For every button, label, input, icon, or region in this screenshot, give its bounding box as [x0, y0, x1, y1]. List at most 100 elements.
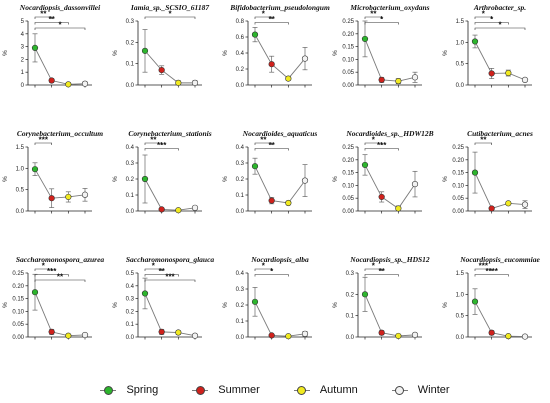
significance-label: * [380, 15, 384, 24]
chart-panel-8: Nocardioides_aquaticus 0.0 0.1 0.2 0.3 0.4% **… [222, 129, 317, 215]
data-point-summer [48, 77, 55, 84]
y-axis-label: % [442, 50, 449, 56]
data-point-spring [361, 161, 369, 169]
y-tick-label: 0.3 [126, 161, 135, 167]
chart-title: Nocardioides_aquaticus [242, 129, 318, 138]
significance-label: * [262, 262, 266, 271]
y-tick-label: 0.20 [452, 158, 464, 164]
significance-label: **** [485, 267, 498, 276]
data-point-autumn [285, 199, 292, 207]
y-axis-label: % [222, 302, 229, 308]
data-point-spring [361, 35, 369, 43]
significance-bracket [364, 274, 399, 277]
y-tick-label: 0.0 [236, 209, 245, 215]
y-axis-label: % [112, 50, 119, 56]
significance-bracket [254, 16, 272, 19]
legend-marker-winter [391, 385, 408, 395]
significance-bracket [144, 268, 162, 271]
data-point-summer [48, 328, 55, 335]
y-tick-label: 0.1 [126, 322, 135, 328]
significance-label: * [490, 15, 494, 24]
significance-label: ** [379, 267, 386, 276]
significance-bracket [364, 22, 399, 25]
y-tick-label: 1.5 [456, 19, 465, 25]
y-tick-label: 0.0 [16, 209, 25, 215]
data-point-winter [191, 332, 199, 339]
significance-label: ** [370, 10, 377, 19]
data-point-autumn [175, 79, 182, 86]
y-tick-label: 0.5 [456, 314, 465, 320]
y-tick-label: 0.2 [236, 67, 245, 73]
y-axis-label: % [222, 50, 229, 56]
data-point-winter [301, 177, 309, 184]
significance-bracket [254, 268, 272, 271]
y-tick-label: 0.0 [236, 335, 245, 341]
series-line [144, 50, 195, 84]
y-tick-label: 0.2 [236, 303, 245, 309]
chart-panel-10: Cutibacterium_acnes 0.00 0.05 0.10 0.15 0.20 0… [442, 129, 533, 215]
y-tick-label: 0.15 [342, 45, 354, 51]
series-line [474, 301, 526, 338]
y-tick-label: 0.0 [456, 83, 465, 89]
chart-panel-7: Corynebacterium_stationis 0.0 0.1 0.2 0.3 0.4… [112, 129, 212, 215]
y-axis-label: % [442, 302, 449, 308]
significance-bracket [144, 16, 196, 19]
y-tick-label: 0.0 [236, 83, 245, 89]
data-point-autumn [395, 78, 402, 85]
y-tick-label: 0.3 [346, 271, 355, 277]
data-point-autumn [175, 329, 182, 336]
series-line [254, 34, 306, 80]
y-axis-label: % [2, 176, 9, 182]
chart-panel-2: Iamia_sp._SCSIO_61187 0.0 0.1 0.2 0.3% * [112, 3, 209, 89]
y-tick-label: 0.25 [12, 271, 24, 277]
significance-label: * [372, 262, 376, 271]
significance-label: * [152, 262, 156, 271]
y-axis-label: % [2, 302, 9, 308]
data-point-winter [521, 333, 529, 340]
data-point-winter [521, 201, 529, 208]
significance-bracket [474, 268, 492, 271]
data-point-summer [378, 193, 385, 201]
data-point-summer [158, 206, 165, 213]
legend-marker-summer [192, 385, 209, 395]
y-axis-label: % [2, 50, 9, 56]
chart-title: Arthrobacter_sp. [473, 3, 526, 12]
significance-label: *** [165, 273, 175, 282]
significance-bracket [34, 22, 69, 25]
data-point-summer [268, 332, 275, 339]
y-tick-label: 0.1 [126, 193, 135, 199]
series-line [34, 168, 86, 199]
chart-panel-13: Nocardiopsis_alba 0.0 0.1 0.2 0.3 0.4% * * [222, 255, 312, 341]
y-tick-label: 0.4 [126, 284, 135, 290]
chart-title: Corynebacterium_stationis [128, 129, 211, 138]
y-axis-label: % [332, 176, 339, 182]
y-tick-label: 0.5 [126, 271, 135, 277]
data-point-summer [488, 205, 495, 212]
chart-title: Corynebacterium_occultum [17, 129, 103, 138]
data-point-spring [361, 291, 369, 298]
legend-item-summer: Summer [192, 384, 260, 396]
legend-item-autumn: Autumn [293, 384, 358, 396]
data-point-summer [158, 328, 165, 335]
y-tick-label: 0.6 [236, 35, 245, 41]
y-axis-label: % [442, 176, 449, 182]
chart-title: Microbacterium_oxydans [349, 3, 429, 12]
significance-bracket [474, 274, 509, 277]
significance-bracket [474, 16, 492, 19]
data-point-spring [471, 298, 479, 305]
y-tick-label: 0.4 [236, 51, 245, 57]
y-axis-label: % [112, 302, 119, 308]
series-line [254, 301, 306, 337]
y-tick-label: 0.3 [236, 161, 245, 167]
y-tick-label: 2 [21, 57, 25, 63]
y-tick-label: 0.10 [452, 183, 464, 189]
significance-label: *** [39, 136, 49, 145]
series-line [144, 293, 196, 337]
y-tick-label: 0.20 [342, 158, 354, 164]
y-tick-label: 0.20 [342, 32, 354, 38]
data-point-winter [81, 80, 89, 87]
significance-bracket [474, 142, 492, 145]
significance-bracket [144, 274, 179, 277]
y-axis-label: % [332, 50, 339, 56]
